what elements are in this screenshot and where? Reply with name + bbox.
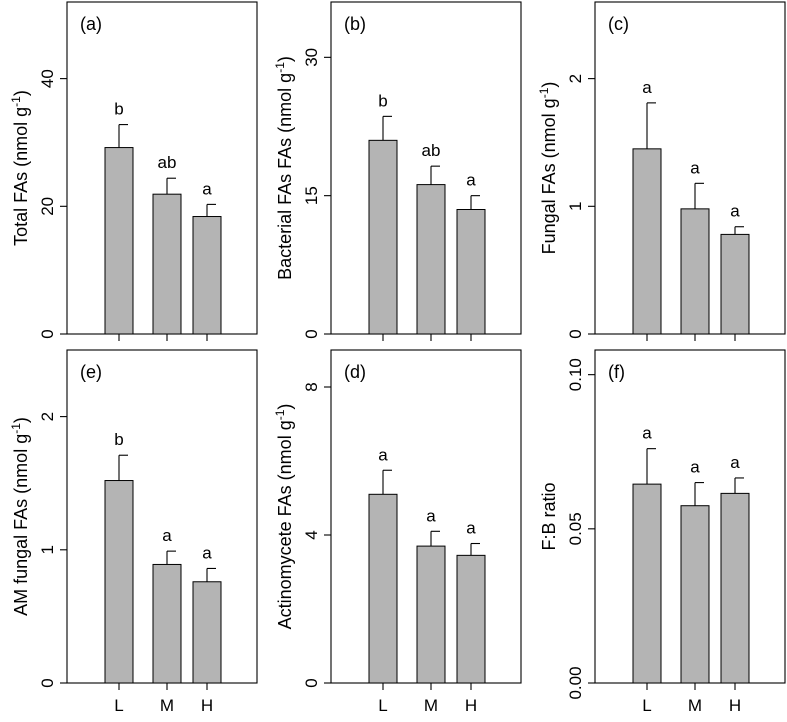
panel-f: 0.00 0.05 0.10 F:B ratio (f) a La Ma H	[539, 349, 786, 715]
y-tick-label: 20	[38, 197, 57, 216]
x-tick-label: L	[642, 696, 651, 715]
x-tick-label: H	[729, 696, 741, 715]
y-tick-label: 4	[302, 530, 321, 539]
bar-H	[456, 209, 486, 335]
bar-L	[104, 147, 134, 335]
x-tick-label: H	[465, 696, 477, 715]
panel-b: 0 15 30 Bacterial FAs FAs (nmol g-1) (b) b ab a	[273, 1, 522, 341]
bar-L	[632, 148, 662, 335]
panel-a: 0 20 40 Total FAs (nmol g-1) (a) b ab a	[9, 1, 258, 341]
bar-M	[152, 193, 182, 335]
panel-d: 0 4 8 Actinomycete FAs (nmol g-1) (d) a La Ma H	[273, 349, 522, 715]
y-tick-label: 15	[302, 186, 321, 205]
bar-L	[632, 483, 662, 684]
y-axis-title: AM fungal FAs (nmol g-1)	[9, 417, 31, 616]
x-tick-label: H	[201, 696, 213, 715]
x-tick-label: L	[114, 696, 123, 715]
significance-letter: a	[378, 445, 388, 464]
bar-M	[680, 208, 710, 335]
panel-label: (c)	[608, 14, 629, 34]
y-axis-title: Fungal FAs (nmol g-1)	[537, 82, 559, 255]
y-tick-label: 0	[302, 678, 321, 687]
y-tick-label: 1	[566, 202, 585, 211]
bar-H	[456, 554, 486, 684]
y-tick-label: 0	[302, 329, 321, 338]
significance-letter: a	[642, 424, 652, 443]
panel-label: (e)	[80, 362, 102, 382]
significance-letter: a	[466, 519, 476, 538]
significance-letter: ab	[422, 141, 441, 160]
y-tick-label: 0.05	[566, 512, 585, 545]
significance-letter: a	[202, 543, 212, 562]
significance-letter: b	[114, 100, 123, 119]
y-tick-label: 2	[566, 74, 585, 83]
bar-H	[720, 492, 750, 684]
x-tick-label: M	[160, 696, 174, 715]
bar-M	[416, 184, 446, 335]
significance-letter: a	[690, 158, 700, 177]
panel-e: 0 1 2 AM fungal FAs (nmol g-1) (e) b La Ma H	[9, 349, 258, 715]
y-tick-label: 0	[566, 329, 585, 338]
bar-M	[152, 563, 182, 684]
x-tick-label: M	[424, 696, 438, 715]
significance-letter: a	[202, 179, 212, 198]
bar-H	[192, 216, 222, 335]
bar-L	[368, 139, 398, 335]
y-axis-title: F:B ratio	[539, 482, 559, 550]
bar-L	[368, 493, 398, 684]
bar-M	[416, 545, 446, 684]
bar-M	[680, 505, 710, 684]
y-axis-title: Bacterial FAs FAs (nmol g-1)	[273, 56, 295, 280]
y-axis-title: Total FAs (nmol g-1)	[9, 90, 31, 246]
x-tick-label: L	[378, 696, 387, 715]
x-tick-label: M	[688, 696, 702, 715]
bar-H	[720, 233, 750, 335]
panel-label: (a)	[80, 14, 102, 34]
y-axis-title: Actinomycete FAs (nmol g-1)	[273, 404, 295, 630]
y-tick-label: 0.00	[566, 666, 585, 699]
y-tick-label: 30	[302, 48, 321, 67]
panel-label: (f)	[608, 362, 625, 382]
significance-letter: a	[730, 453, 740, 472]
significance-letter: a	[162, 526, 172, 545]
bar-H	[192, 581, 222, 684]
y-tick-label: 0	[38, 678, 57, 687]
y-tick-label: 1	[38, 545, 57, 554]
bar-L	[104, 480, 134, 684]
significance-letter: a	[642, 78, 652, 97]
significance-letter: a	[730, 202, 740, 221]
significance-letter: a	[466, 171, 476, 190]
y-tick-label: 0.10	[566, 358, 585, 391]
significance-letter: b	[114, 430, 123, 449]
significance-letter: ab	[158, 153, 177, 172]
panel-c: 0 1 2 Fungal FAs (nmol g-1) (c) a a a	[537, 1, 786, 341]
significance-letter: b	[378, 91, 387, 110]
y-tick-label: 40	[38, 69, 57, 88]
significance-letter: a	[426, 506, 436, 525]
y-tick-label: 0	[38, 329, 57, 338]
y-tick-label: 2	[38, 412, 57, 421]
significance-letter: a	[690, 458, 700, 477]
panel-label: (b)	[344, 14, 366, 34]
y-tick-label: 8	[302, 382, 321, 391]
panel-label: (d)	[344, 362, 366, 382]
